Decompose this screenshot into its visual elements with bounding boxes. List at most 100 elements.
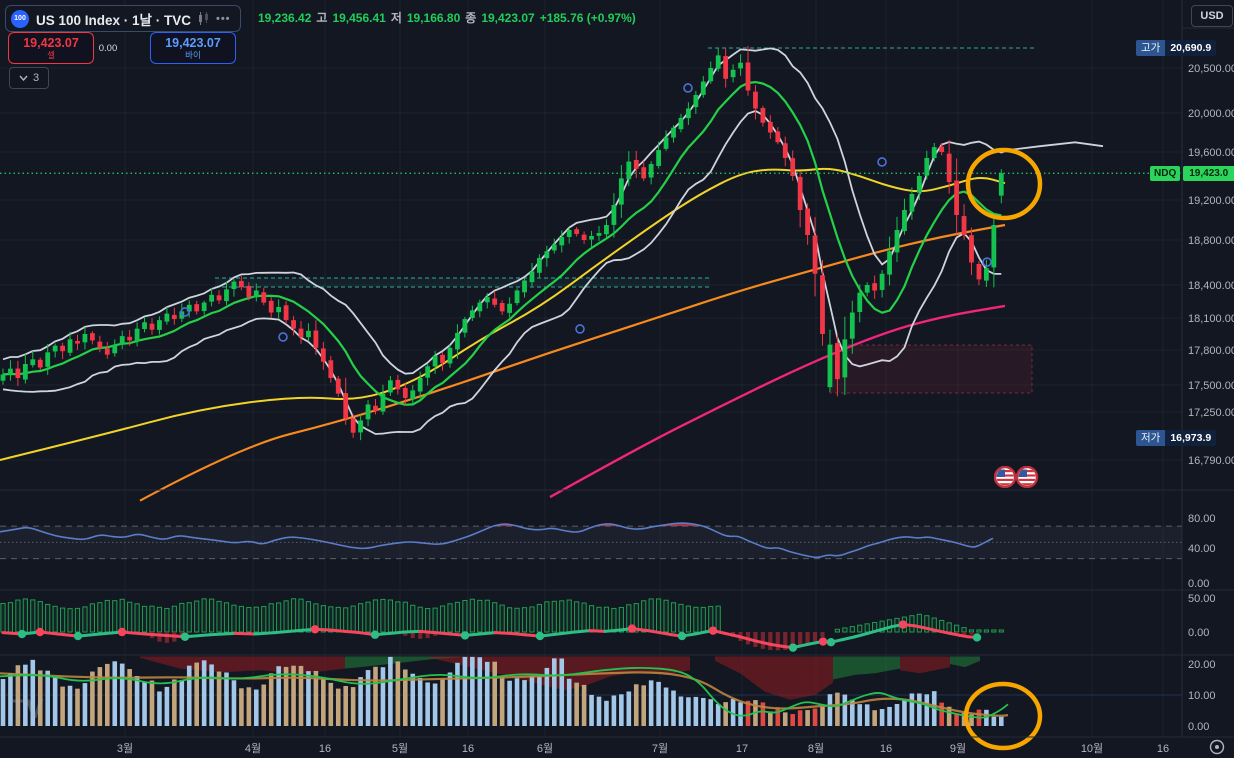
candle-body[interactable]	[708, 68, 714, 82]
candle-body[interactable]	[194, 304, 200, 312]
event-marker-icon[interactable]	[278, 332, 288, 342]
candle-body[interactable]	[164, 313, 170, 322]
candle-body[interactable]	[894, 230, 900, 253]
candle-body[interactable]	[611, 205, 617, 225]
candle-body[interactable]	[969, 235, 974, 263]
highlight-circle-annotation[interactable]	[963, 681, 1043, 751]
candle-body[interactable]	[268, 300, 274, 313]
candle-body[interactable]	[82, 334, 88, 343]
event-marker-icon[interactable]	[575, 324, 585, 334]
candle-body[interactable]	[902, 210, 907, 232]
candle-body[interactable]	[887, 251, 892, 275]
currency-selector[interactable]: USD	[1191, 5, 1233, 27]
timezone-settings-icon[interactable]	[1209, 739, 1225, 755]
indicators-collapse-button[interactable]: 3	[9, 67, 50, 89]
candle-body[interactable]	[537, 258, 542, 273]
candle-body[interactable]	[589, 236, 594, 240]
candle-body[interactable]	[477, 302, 483, 312]
candle-body[interactable]	[8, 368, 13, 375]
candle-body[interactable]	[149, 323, 155, 330]
candle-body[interactable]	[678, 117, 684, 130]
event-marker-icon[interactable]	[982, 257, 992, 267]
candle-body[interactable]	[991, 225, 997, 268]
candle-body[interactable]	[462, 319, 468, 333]
candle-body[interactable]	[30, 359, 36, 366]
candle-body[interactable]	[276, 307, 282, 313]
candle-body[interactable]	[75, 340, 80, 344]
candle-body[interactable]	[544, 251, 550, 259]
candle-body[interactable]	[119, 336, 125, 345]
candle-body[interactable]	[827, 344, 833, 388]
candle-body[interactable]	[447, 347, 453, 364]
candle-body[interactable]	[320, 348, 326, 362]
candle-body[interactable]	[715, 55, 721, 69]
candle-body[interactable]	[939, 146, 945, 152]
candle-body[interactable]	[946, 153, 952, 182]
candle-body[interactable]	[574, 229, 580, 234]
candle-body[interactable]	[924, 158, 930, 176]
candle-body[interactable]	[97, 341, 103, 348]
candle-body[interactable]	[656, 150, 661, 166]
candle-body[interactable]	[380, 393, 386, 412]
candle-body[interactable]	[686, 108, 691, 119]
candle-body[interactable]	[52, 345, 58, 352]
economic-event-flag-icons[interactable]	[993, 465, 1040, 493]
candle-body[interactable]	[522, 280, 527, 293]
symbol-legend[interactable]: 100 US 100 Index · 1날 · TVC •••	[5, 5, 241, 32]
candle-body[interactable]	[425, 366, 431, 378]
highlight-circle-annotation[interactable]	[965, 147, 1043, 221]
candle-body[interactable]	[693, 95, 699, 108]
candle-body[interactable]	[864, 285, 870, 293]
candle-body[interactable]	[514, 290, 520, 304]
candle-body[interactable]	[402, 387, 408, 398]
candle-body[interactable]	[507, 303, 512, 313]
candle-body[interactable]	[440, 354, 445, 363]
candle-body[interactable]	[566, 230, 572, 238]
candle-body[interactable]	[410, 390, 416, 400]
candle-body[interactable]	[767, 121, 773, 133]
candle-body[interactable]	[529, 271, 535, 283]
candle-body[interactable]	[246, 286, 252, 298]
candle-body[interactable]	[492, 298, 498, 305]
candle-body[interactable]	[313, 330, 319, 348]
candle-body[interactable]	[745, 62, 751, 91]
candle-body[interactable]	[469, 310, 475, 318]
candle-body[interactable]	[954, 180, 959, 215]
candle-body[interactable]	[976, 264, 982, 280]
candle-body[interactable]	[484, 297, 490, 303]
candle-body[interactable]	[22, 364, 28, 380]
candle-body[interactable]	[820, 275, 825, 334]
candle-body[interactable]	[626, 161, 632, 180]
candle-body[interactable]	[671, 127, 676, 138]
candle-body[interactable]	[209, 294, 214, 302]
candle-body[interactable]	[648, 164, 654, 178]
candle-body[interactable]	[0, 374, 6, 381]
candle-body[interactable]	[581, 234, 587, 240]
buy-button[interactable]: 19,423.07 바이	[150, 32, 236, 64]
candle-body[interactable]	[700, 81, 706, 95]
candle-body[interactable]	[417, 378, 423, 392]
candle-body[interactable]	[60, 345, 65, 352]
candle-body[interactable]	[239, 280, 244, 288]
candle-body[interactable]	[67, 339, 73, 353]
candle-body[interactable]	[842, 339, 848, 378]
candle-body[interactable]	[961, 216, 967, 235]
candle-body[interactable]	[261, 292, 267, 303]
candle-body[interactable]	[790, 158, 796, 176]
candle-body[interactable]	[916, 176, 922, 193]
candle-body[interactable]	[90, 333, 95, 341]
candle-body[interactable]	[797, 176, 803, 210]
candle-body[interactable]	[171, 314, 177, 320]
event-marker-icon[interactable]	[877, 157, 887, 167]
sell-button[interactable]: 19,423.07 셀	[8, 32, 94, 64]
candle-body[interactable]	[37, 359, 43, 368]
candle-body[interactable]	[559, 237, 565, 246]
candle-body[interactable]	[283, 305, 289, 321]
candle-body[interactable]	[730, 69, 736, 78]
candle-body[interactable]	[350, 418, 356, 433]
candle-body[interactable]	[998, 173, 1004, 196]
candle-body[interactable]	[857, 292, 863, 312]
candle-body[interactable]	[618, 178, 624, 205]
candle-body[interactable]	[388, 380, 393, 393]
